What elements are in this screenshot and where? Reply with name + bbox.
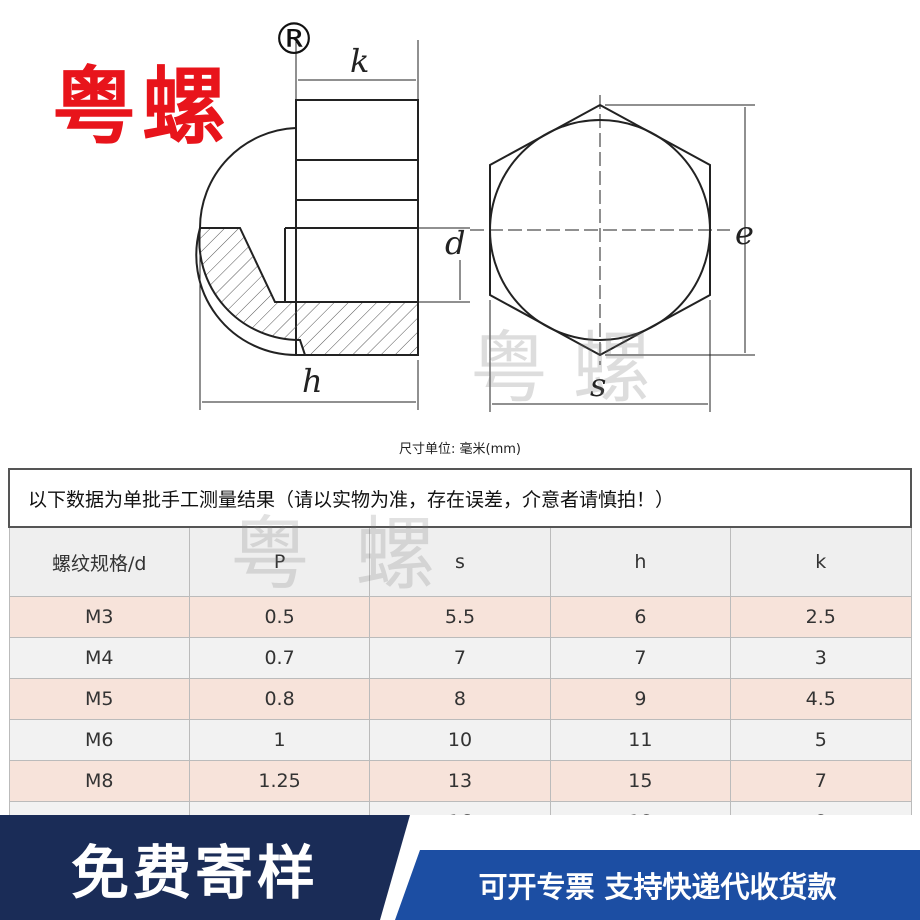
table-cell: 7 bbox=[730, 760, 912, 802]
table-cell: 7 bbox=[369, 637, 551, 679]
table-cell: 6 bbox=[549, 596, 732, 638]
table-row: M4 0.7 7 7 3 bbox=[8, 637, 912, 679]
brand-name: 粤螺 bbox=[52, 58, 233, 156]
table-cell: 3 bbox=[730, 637, 912, 679]
dim-label: k bbox=[350, 42, 369, 80]
table-cell: M6 bbox=[8, 719, 190, 761]
registered-mark: ® bbox=[272, 14, 316, 65]
table-cell: 1 bbox=[188, 719, 371, 761]
table-caption: 以下数据为单批手工测量结果（请以实物为准，存在误差，介意者请慎拍！） bbox=[8, 468, 912, 528]
table-cell: M5 bbox=[8, 678, 190, 720]
table-cell: M3 bbox=[8, 596, 190, 638]
technical-drawing: k d e h s 粤 螺 bbox=[195, 40, 755, 414]
unit-note: 尺寸单位: 毫米(mm) bbox=[399, 442, 521, 457]
dim-label: e bbox=[735, 214, 754, 252]
table-cell: 5 bbox=[730, 719, 912, 761]
table-cell: 0.8 bbox=[188, 678, 371, 720]
header-cell: h bbox=[549, 526, 732, 597]
table-row: M6 1 10 11 5 bbox=[8, 719, 912, 761]
dim-label: d bbox=[445, 224, 465, 262]
table-cell: 5.5 bbox=[369, 596, 551, 638]
watermark: 粤 螺 bbox=[470, 324, 651, 414]
table-cell: 9 bbox=[549, 678, 732, 720]
header-cell: s bbox=[369, 526, 551, 597]
table-row: M3 0.5 5.5 6 2.5 bbox=[8, 596, 912, 638]
side-view bbox=[195, 40, 470, 410]
table-row: M8 1.25 13 15 7 bbox=[8, 760, 912, 802]
banner bbox=[0, 815, 920, 920]
table-cell: 0.5 bbox=[188, 596, 371, 638]
table-cell: 2.5 bbox=[730, 596, 912, 638]
table-cell: 0.7 bbox=[188, 637, 371, 679]
table-cell: 13 bbox=[369, 760, 551, 802]
table-row: M5 0.8 8 9 4.5 bbox=[8, 678, 912, 720]
table-cell: 4.5 bbox=[730, 678, 912, 720]
banner-right-text: 可开专票 支持快递代收货款 bbox=[478, 870, 837, 904]
top-view bbox=[470, 95, 755, 412]
table-cell: M4 bbox=[8, 637, 190, 679]
header-cell: P bbox=[188, 526, 371, 597]
table-cell: 10 bbox=[369, 719, 551, 761]
table-cell: 11 bbox=[549, 719, 732, 761]
table-cell: 8 bbox=[369, 678, 551, 720]
table-cell: 1.25 bbox=[188, 760, 371, 802]
banner-left-text: 免费寄样 bbox=[70, 838, 319, 907]
header-cell: 螺纹规格/d bbox=[8, 526, 190, 597]
table-cell: 7 bbox=[549, 637, 732, 679]
watermark: 粤 螺 bbox=[230, 508, 446, 601]
table-cell: 15 bbox=[549, 760, 732, 802]
dim-label: h bbox=[302, 362, 323, 400]
header-cell: k bbox=[730, 526, 912, 597]
table-cell: M8 bbox=[8, 760, 190, 802]
spec-table: 以下数据为单批手工测量结果（请以实物为准，存在误差，介意者请慎拍！） 螺纹规格/… bbox=[8, 468, 912, 843]
dim-label: s bbox=[590, 366, 606, 404]
